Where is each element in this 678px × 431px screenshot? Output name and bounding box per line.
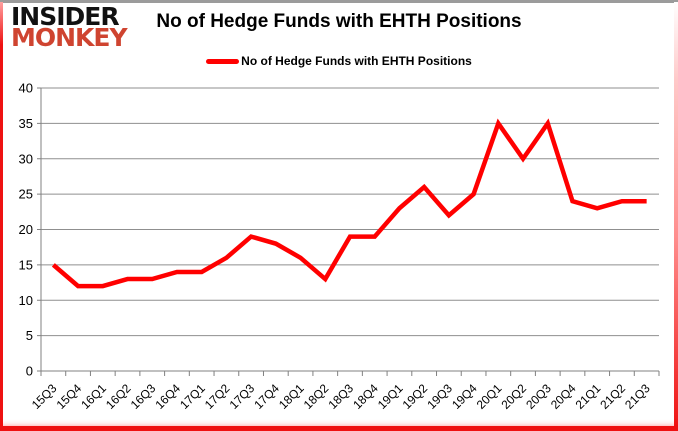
svg-text:19Q4: 19Q4 xyxy=(449,381,480,412)
svg-text:16Q3: 16Q3 xyxy=(128,381,159,412)
svg-text:19Q3: 19Q3 xyxy=(424,381,455,412)
line-chart: 0 5 10 15 20 25 30 35 40 15Q315Q416Q116Q216Q316Q4… xyxy=(19,81,660,412)
svg-text:16Q4: 16Q4 xyxy=(152,381,183,412)
svg-text:18Q3: 18Q3 xyxy=(325,381,356,412)
card-border-right xyxy=(674,2,678,431)
svg-text:20: 20 xyxy=(19,222,33,237)
svg-text:19Q1: 19Q1 xyxy=(375,381,406,412)
svg-text:15: 15 xyxy=(19,257,33,272)
chart-title: No of Hedge Funds with EHTH Positions xyxy=(156,11,522,32)
svg-text:17Q4: 17Q4 xyxy=(251,381,282,412)
gridlines xyxy=(37,87,659,372)
card-border-top xyxy=(0,0,678,3)
svg-text:16Q2: 16Q2 xyxy=(103,381,134,412)
legend-line-icon xyxy=(206,58,240,64)
svg-text:19Q2: 19Q2 xyxy=(400,381,431,412)
svg-text:15Q3: 15Q3 xyxy=(29,381,60,412)
svg-text:16Q1: 16Q1 xyxy=(78,381,109,412)
y-axis-labels: 0 5 10 15 20 25 30 35 40 xyxy=(19,81,33,379)
svg-text:30: 30 xyxy=(19,151,33,166)
series-line xyxy=(51,118,647,289)
x-axis-ticks xyxy=(40,371,660,376)
svg-text:18Q4: 18Q4 xyxy=(350,381,381,412)
svg-text:20Q1: 20Q1 xyxy=(474,381,505,412)
svg-text:10: 10 xyxy=(19,293,33,308)
svg-text:0: 0 xyxy=(26,364,33,379)
svg-text:17Q1: 17Q1 xyxy=(177,381,208,412)
logo-insider-text: INSIDER xyxy=(11,2,120,31)
svg-text:18Q2: 18Q2 xyxy=(301,381,332,412)
logo-monkey-text: MONKEY xyxy=(11,23,128,52)
svg-text:21Q2: 21Q2 xyxy=(597,381,628,412)
svg-text:18Q1: 18Q1 xyxy=(276,381,307,412)
svg-text:21Q3: 21Q3 xyxy=(622,381,653,412)
svg-text:21Q1: 21Q1 xyxy=(573,381,604,412)
svg-text:25: 25 xyxy=(19,187,33,202)
insider-monkey-logo: INSIDER MONKEY xyxy=(11,2,128,52)
svg-text:20Q3: 20Q3 xyxy=(523,381,554,412)
svg-text:5: 5 xyxy=(26,328,33,343)
svg-text:17Q2: 17Q2 xyxy=(202,381,233,412)
legend-label: No of Hedge Funds with EHTH Positions xyxy=(241,54,472,68)
svg-text:40: 40 xyxy=(19,81,33,96)
legend: No of Hedge Funds with EHTH Positions xyxy=(0,54,678,68)
svg-text:17Q3: 17Q3 xyxy=(227,381,258,412)
svg-text:20Q4: 20Q4 xyxy=(548,381,579,412)
svg-text:20Q2: 20Q2 xyxy=(499,381,530,412)
svg-text:35: 35 xyxy=(19,116,33,131)
card-border-bottom xyxy=(0,426,678,431)
svg-text:15Q4: 15Q4 xyxy=(54,381,85,412)
x-axis-labels: 15Q315Q416Q116Q216Q316Q417Q117Q217Q317Q4… xyxy=(29,381,653,412)
card-border-left xyxy=(0,2,3,431)
